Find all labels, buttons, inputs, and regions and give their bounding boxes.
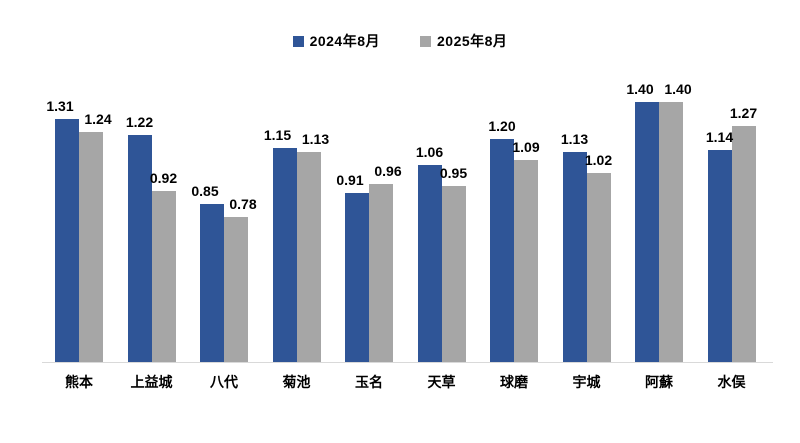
bar-2025: [731, 126, 756, 362]
value-label-2024: 1.14: [705, 129, 734, 145]
value-label-2025: 1.02: [584, 152, 613, 168]
legend-swatch-2025-icon: [420, 35, 431, 47]
bar-2024: [707, 150, 732, 362]
value-label-2025: 1.40: [664, 81, 692, 97]
value-label-2024: 1.15: [263, 127, 292, 143]
bar-2024: [490, 139, 514, 362]
value-label-2025: 1.13: [301, 131, 330, 147]
value-label-2024: 1.40: [626, 81, 654, 97]
legend-label-2025: 2025年8月: [437, 33, 508, 49]
x-axis-category-label: 水俣: [717, 374, 746, 390]
x-axis-category-label: 玉名: [355, 374, 383, 390]
bar-2024: [562, 152, 587, 362]
bar-2025: [224, 217, 248, 362]
x-axis-category-label: 天草: [427, 374, 456, 390]
bar-2024: [635, 102, 659, 362]
x-axis-category-label: 八代: [210, 374, 238, 390]
chart-legend: 2024年8月 2025年8月: [0, 31, 800, 51]
bar-2025: [369, 184, 393, 362]
bar-2024: [272, 148, 297, 362]
value-label-2024: 1.06: [415, 144, 444, 160]
x-axis-category-label: 宇城: [572, 374, 601, 390]
value-label-2025: 1.24: [84, 111, 112, 127]
bar-2024: [417, 165, 442, 362]
x-axis-category-label: 球磨: [500, 374, 528, 390]
x-axis-category-label: 阿蘇: [645, 374, 673, 390]
x-axis-category-label: 菊池: [282, 374, 311, 390]
value-label-2024: 0.91: [336, 172, 364, 188]
value-label-2025: 0.96: [374, 163, 402, 179]
value-label-2025: 1.27: [729, 105, 758, 121]
bar-2025: [296, 152, 321, 362]
bar-2024: [127, 135, 152, 362]
value-label-2025: 0.95: [439, 165, 468, 181]
value-label-2024: 1.31: [46, 98, 74, 114]
bar-2024: [55, 119, 79, 362]
value-label-2024: 1.20: [488, 118, 516, 134]
bar-2025: [514, 160, 538, 362]
bar-2025: [586, 173, 611, 362]
x-axis-line: [42, 362, 773, 363]
bar-2025: [79, 132, 103, 362]
bar-2025: [151, 191, 176, 362]
bar-2025: [441, 186, 466, 362]
value-label-2024: 0.85: [191, 183, 219, 199]
value-label-2024: 1.22: [125, 114, 154, 130]
value-label-2025: 1.09: [512, 139, 540, 155]
legend-label-2024: 2024年8月: [309, 33, 380, 49]
value-label-2024: 1.13: [560, 131, 589, 147]
legend-item-2025: 2025年8月: [420, 31, 507, 51]
bar-2025: [659, 102, 683, 362]
legend-item-2024: 2024年8月: [292, 31, 380, 51]
bar-2024: [345, 193, 369, 362]
x-axis-category-label: 上益城: [130, 374, 173, 390]
value-label-2025: 0.78: [229, 196, 257, 212]
value-label-2025: 0.92: [149, 170, 178, 186]
x-axis-category-label: 熊本: [65, 374, 93, 390]
bar-2024: [200, 204, 224, 362]
legend-swatch-2024-icon: [292, 35, 304, 47]
